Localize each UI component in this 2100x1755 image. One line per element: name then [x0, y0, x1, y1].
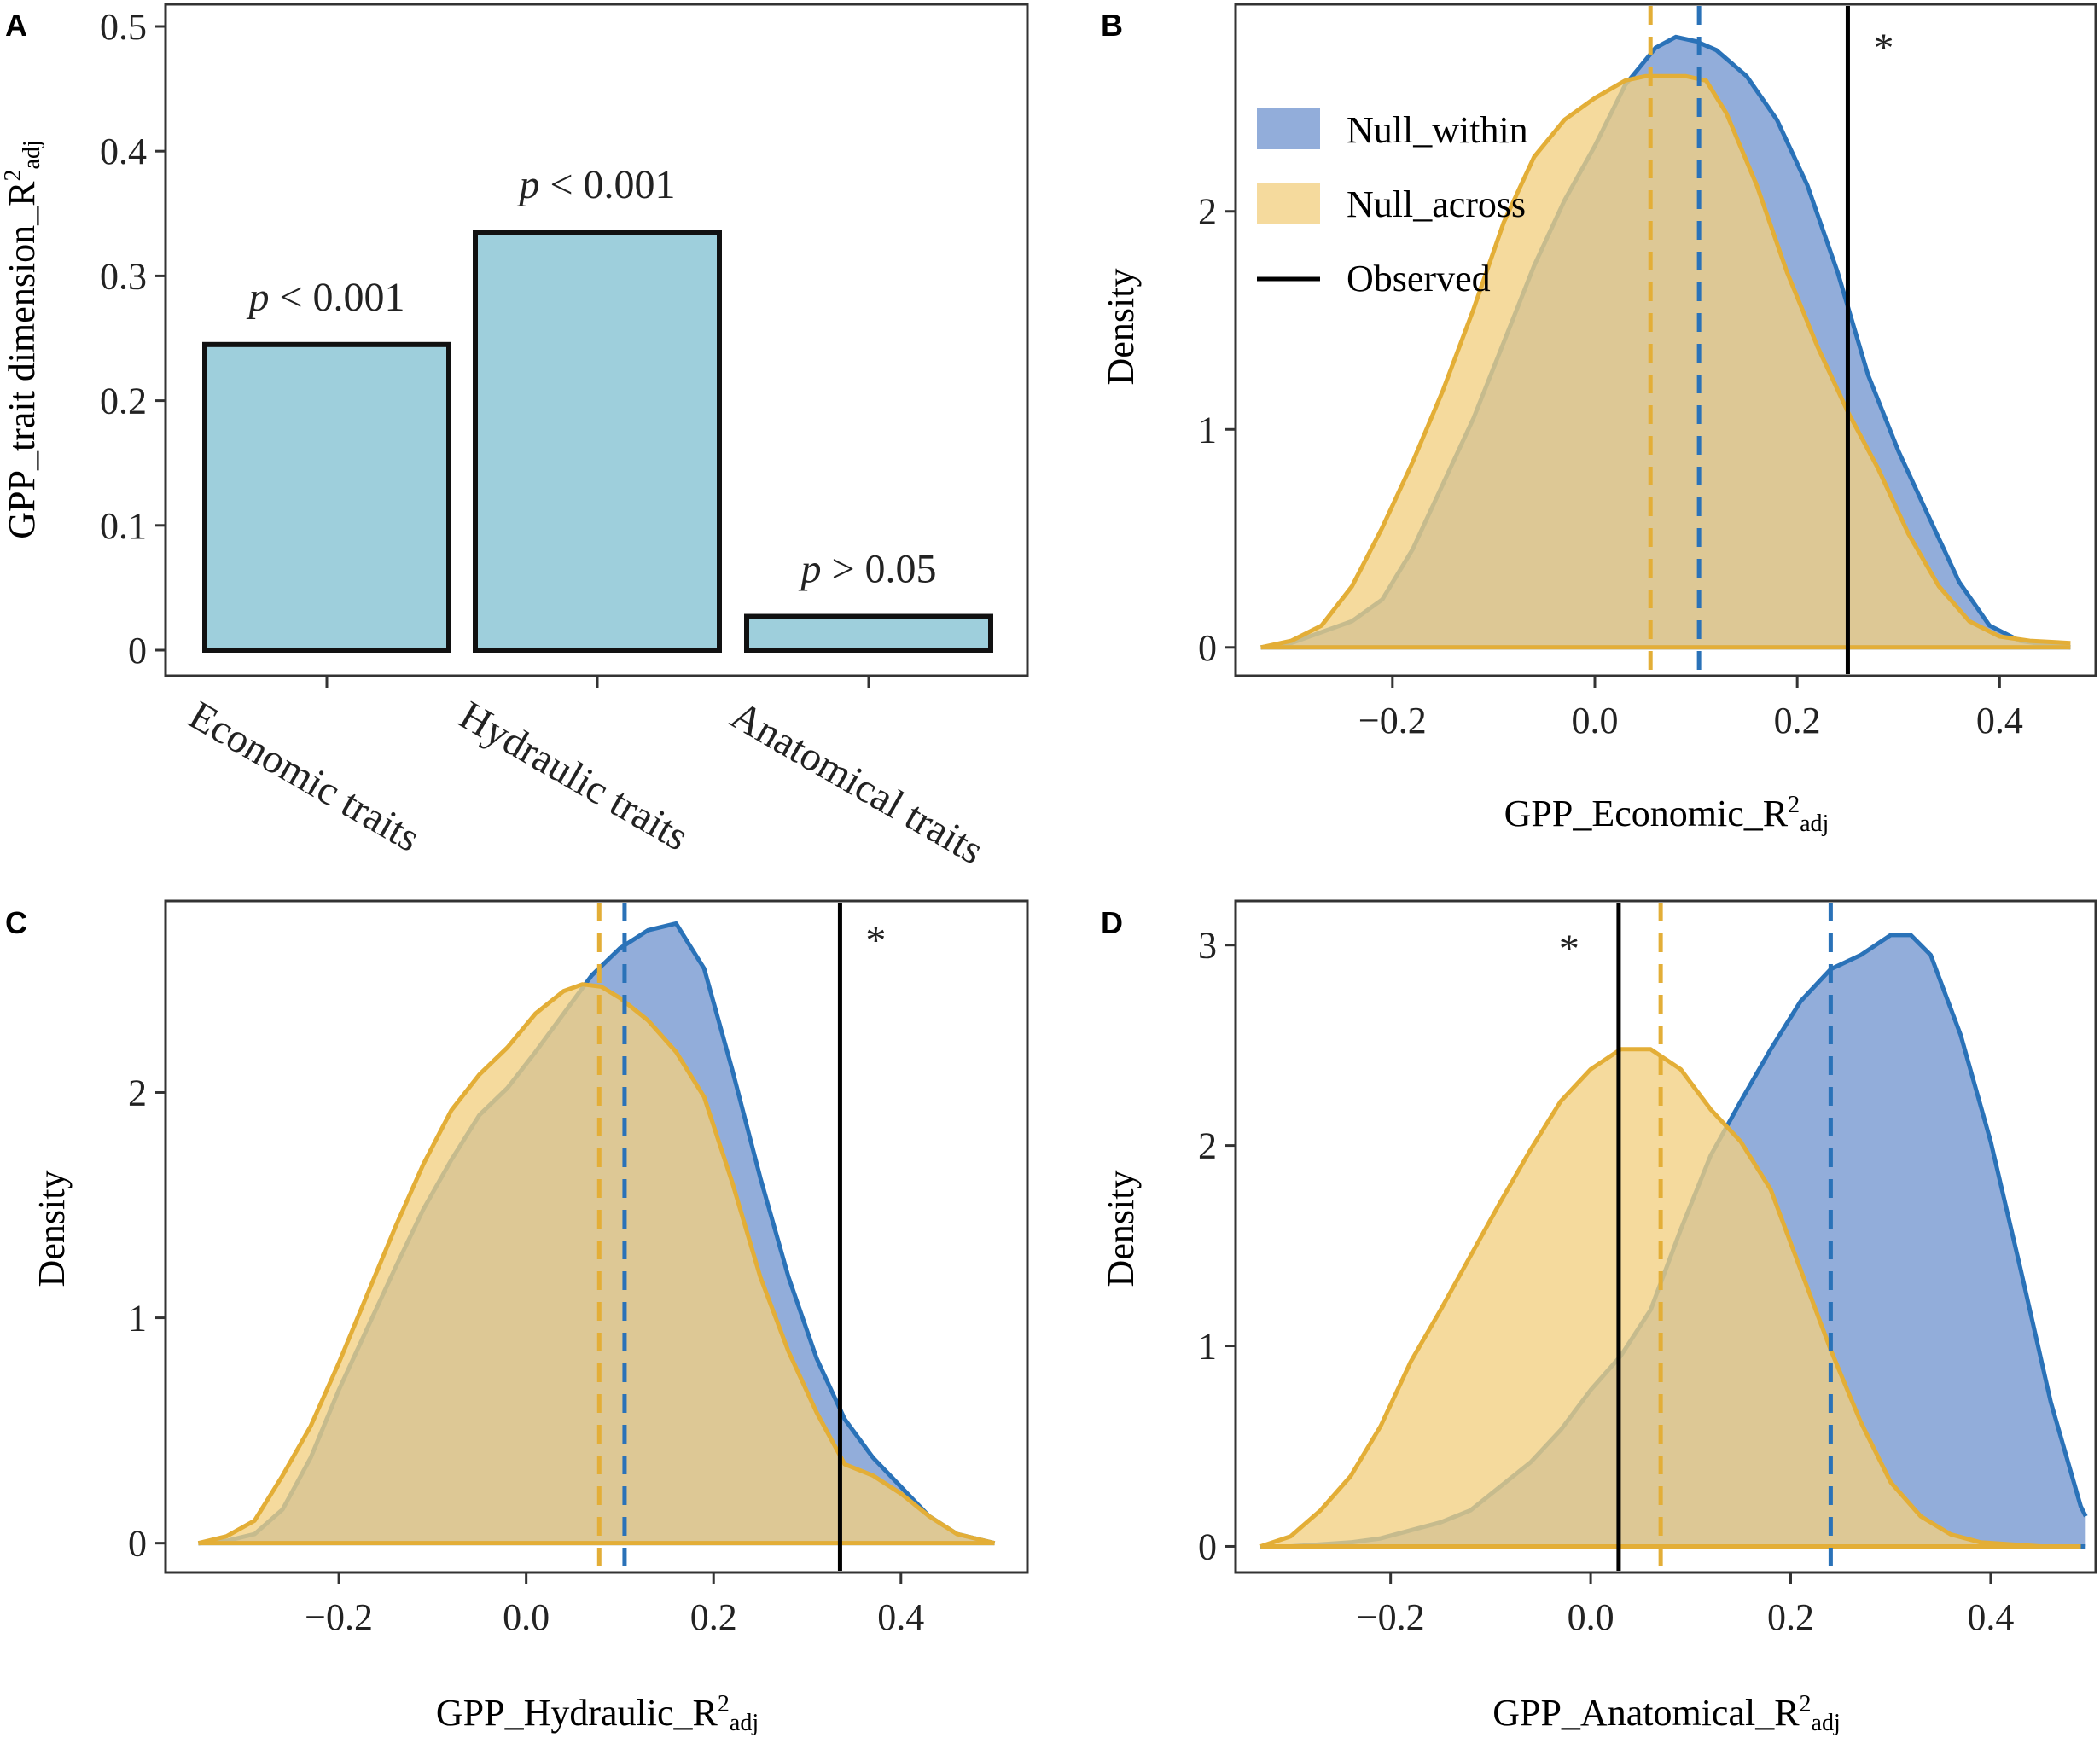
y-tick-label: 2: [1198, 191, 1217, 233]
significance-marker: *: [1559, 927, 1579, 972]
y-tick-label: 2: [128, 1072, 147, 1113]
bar-annotation-3: p > 0.05: [798, 547, 936, 592]
density-null-across-line: [197, 982, 996, 1546]
legend-label-within: Null_within: [1347, 109, 1528, 151]
y-tick-label-a: 0.3: [100, 255, 147, 297]
y-tick-label: 3: [1198, 925, 1217, 967]
x-tick-label: 0.0: [1571, 700, 1618, 741]
bar-3: [744, 613, 993, 653]
x-axis-a: Economic traits Hydraulic traits Anatomica…: [182, 676, 992, 874]
legend-label-observed: Observed: [1347, 258, 1491, 299]
y-axis-title-d: Density: [1100, 1171, 1142, 1287]
y-axis-title-a: GPP_trait dimension_R2adj: [0, 140, 45, 538]
x-tick-label: 0.4: [877, 1596, 924, 1638]
x-tick-label: 0.0: [503, 1596, 550, 1638]
y-tick-label: 1: [1198, 1326, 1217, 1368]
y-axis-a: 0 0.1 0.2 0.3 0.4 0.5: [100, 6, 166, 671]
y-tick-label: 2: [1198, 1125, 1217, 1167]
bar-1: [202, 341, 451, 653]
plot-frame-b: [1234, 3, 2097, 677]
panel-label-b: B: [1101, 8, 1123, 43]
y-tick-label-a: 0.2: [100, 381, 147, 422]
density-null-across-area: [198, 984, 995, 1543]
density-null-across-line: [1259, 1047, 2081, 1549]
bar-2: [473, 230, 722, 653]
bar-annotation-1: p < 0.001: [246, 275, 404, 320]
significance-marker: *: [865, 918, 886, 963]
bars-a: p < 0.001 p < 0.001 p > 0.05: [202, 162, 993, 653]
significance-marker: *: [1873, 26, 1893, 71]
panel-label-d: D: [1101, 905, 1123, 940]
plot-frame-c: [164, 899, 1029, 1574]
x-tick-label: 0.2: [1767, 1596, 1814, 1638]
bar-annotation-2: p < 0.001: [516, 162, 675, 207]
y-tick-label: 1: [1198, 409, 1217, 450]
y-tick-label-a: 0.5: [100, 6, 147, 48]
x-tick-label: −0.2: [1358, 700, 1427, 741]
plot-frame-d: [1234, 899, 2097, 1574]
x-axis-title-b: GPP_Economic_R2adj: [1504, 792, 1830, 837]
x-tick-label-a: Anatomical traits: [724, 693, 992, 874]
legend-label-across: Null_across: [1347, 183, 1526, 225]
y-tick-label-a: 0: [128, 630, 147, 671]
legend-swatch-across: [1257, 183, 1320, 224]
panel-b: B 0 1 2 −0.2 0.0 0.2 0.4 * Density GPP_Economic…: [1100, 3, 2097, 837]
x-tick-label: 0.4: [1976, 700, 2023, 741]
x-axis-title-c: GPP_Hydraulic_R2adj: [436, 1691, 759, 1736]
panel-d: D 0 1 2 3 −0.2 0.0 0.2 0.4 * Density GPP_Anatomi…: [1100, 899, 2097, 1736]
x-tick-label-a: Hydraulic traits: [452, 693, 696, 860]
x-tick-label: −0.2: [1357, 1596, 1425, 1638]
y-tick-label-a: 0.4: [100, 131, 147, 172]
y-tick-label: 1: [128, 1298, 147, 1339]
density-null-within-area: [1260, 934, 2086, 1547]
y-axis-title-c: Density: [31, 1171, 73, 1287]
y-tick-label-a: 0.1: [100, 505, 147, 547]
legend: Null_within Null_across Observed: [1257, 108, 1528, 299]
panel-label-c: C: [5, 905, 27, 940]
x-tick-label: −0.2: [305, 1596, 373, 1638]
panel-a: A 0 0.1 0.2 0.3 0.4 0.5 p < 0.001 p < 0.001 p >…: [0, 3, 1029, 874]
x-tick-label: 0.0: [1568, 1596, 1614, 1638]
density-plot-c: 0 1 2 −0.2 0.0 0.2 0.4 *: [128, 903, 996, 1638]
x-tick-label: 0.4: [1967, 1596, 2014, 1638]
y-axis-title-b: Density: [1100, 269, 1142, 386]
density-null-across-line: [1260, 73, 2071, 650]
panel-label-a: A: [5, 8, 27, 43]
panel-c: C 0 1 2 −0.2 0.0 0.2 0.4 * Density GPP_Hydrauli…: [5, 899, 1029, 1736]
x-tick-label: 0.2: [690, 1596, 737, 1638]
density-plot-d: 0 1 2 3 −0.2 0.0 0.2 0.4 *: [1198, 903, 2088, 1638]
density-plot-b: 0 1 2 −0.2 0.0 0.2 0.4 *: [1198, 6, 2071, 741]
density-null-across-area: [1260, 76, 2071, 648]
x-tick-label: 0.2: [1774, 700, 1821, 741]
y-tick-label: 0: [1198, 1525, 1217, 1567]
legend-swatch-within: [1257, 108, 1320, 149]
x-axis-title-d: GPP_Anatomical_R2adj: [1492, 1691, 1841, 1736]
y-tick-label: 0: [1198, 627, 1217, 669]
x-tick-label-a: Economic traits: [182, 693, 428, 861]
y-tick-label: 0: [128, 1523, 147, 1565]
density-null-across-area: [1260, 1049, 2081, 1547]
